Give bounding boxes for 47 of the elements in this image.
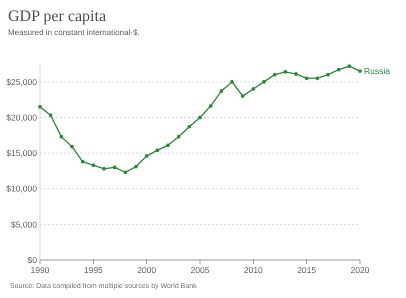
x-tick-label: 2005 [190, 265, 210, 275]
y-tick-label: $10,000 [6, 184, 38, 194]
point [188, 124, 192, 129]
point [220, 89, 224, 93]
point [240, 94, 244, 98]
point [80, 160, 84, 164]
y-tick-label: $5,000 [11, 219, 38, 230]
point [262, 80, 266, 84]
y-tick-label: $25,000 [6, 76, 38, 87]
point [348, 64, 352, 68]
x-tick-label: 2020 [350, 265, 370, 275]
point [38, 104, 42, 109]
x-tick-label: 2000 [137, 265, 156, 275]
x-tick-label: 1990 [30, 265, 50, 275]
point [176, 134, 180, 138]
x-tick-label: 2010 [244, 265, 264, 275]
point [70, 144, 74, 148]
chart-subtitle: Measured in constant international-$. [8, 28, 140, 37]
point [144, 154, 148, 158]
point [358, 69, 362, 73]
point [124, 170, 128, 174]
point [134, 164, 138, 168]
point [304, 76, 308, 80]
series-label: Russia [364, 66, 390, 76]
point [316, 76, 320, 80]
point [326, 72, 330, 76]
point [112, 166, 116, 170]
point [230, 80, 234, 84]
y-tick-label: $15,000 [6, 148, 38, 158]
chart-title: GDP per capita [8, 8, 106, 25]
point [102, 166, 106, 171]
point [156, 148, 160, 152]
point [198, 116, 202, 120]
x-tick-label: 2015 [297, 265, 316, 275]
point [60, 134, 64, 138]
y-tick-label: $20,000 [6, 112, 38, 122]
point [252, 87, 256, 91]
y-tick-label: $0 [28, 255, 38, 265]
point [284, 70, 288, 74]
point [48, 114, 52, 118]
point [294, 72, 298, 76]
point [208, 104, 212, 108]
point [336, 68, 340, 72]
x-tick-label: 1995 [84, 265, 104, 275]
point [272, 72, 276, 76]
point [166, 143, 170, 148]
point [92, 163, 96, 168]
